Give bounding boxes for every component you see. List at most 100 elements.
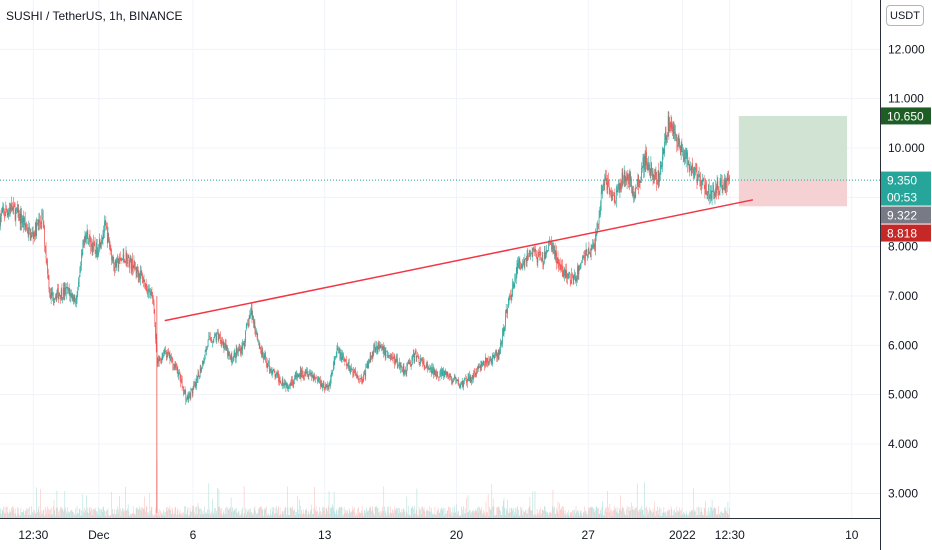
volume-bar [258,508,259,518]
volume-bar [567,512,568,518]
long-position-tool[interactable] [738,115,848,207]
candle-body [516,263,518,274]
volume-bar [62,508,63,518]
candle-body [598,217,600,225]
volume-bar [306,508,308,518]
volume-bar [346,512,347,518]
volume-bar [340,507,341,518]
candle-body [130,257,132,269]
volume-bar [503,498,505,518]
candle-body [318,378,320,380]
volume-bar [341,507,343,518]
volume-bar [212,513,214,518]
candle-body [248,323,249,327]
volume-bar [371,511,372,518]
drawings[interactable] [0,179,880,322]
price-label-target-text: 10.650 [887,109,924,123]
volume-bar [400,513,402,518]
candle-body [315,377,316,379]
volume-bar [650,510,652,518]
volume-bar [102,507,104,518]
volume-bar [725,506,727,518]
candle-body [131,258,133,269]
candle-body [121,260,122,261]
volume-bar [579,515,580,518]
volume-bar [508,512,509,518]
volume-bar [60,507,61,518]
volume-bar [29,515,31,518]
volume-bar [497,507,499,518]
candle-body [605,175,606,181]
volume-bar [639,511,641,518]
candle-body [721,179,722,181]
candle-body [592,244,594,247]
candle-body [533,247,534,251]
volume-bar [474,511,476,518]
candle-body [363,374,364,382]
volume-bar [490,509,491,518]
candle-body [263,355,264,360]
volume-bar [620,495,621,518]
volume-bar [177,508,179,518]
volume-bar [469,509,471,518]
volume-bar [243,515,244,518]
volume-bar [682,514,683,518]
volume-bar [489,507,490,518]
candle-body [642,157,644,167]
candle-body [401,366,403,370]
volume-bar [310,510,311,518]
volume-bar [478,506,480,518]
candle-body [108,233,110,240]
volume-bar [238,510,239,518]
currency-selector[interactable]: USDT [886,5,924,26]
candle-body [578,265,580,274]
volume-bar [502,506,503,518]
candle-body [310,372,311,374]
candle-body [567,273,569,275]
volume-bar [393,510,395,518]
volume-bar [310,509,312,518]
volume-bar [296,511,297,518]
candle-body [299,370,301,377]
candle-body [232,361,233,363]
candle-body [210,339,212,341]
candle-body [617,188,619,191]
candle-body [321,384,323,388]
volume-bar [212,498,213,518]
candle-body [308,374,310,377]
volume-bar [27,508,28,518]
candle-body [389,355,391,359]
volume-bar [32,514,34,518]
volume-bar [261,506,262,518]
candle-body [123,254,125,260]
volume-bar [189,507,191,518]
volume-bar [552,489,554,518]
candle-body [437,375,439,377]
candle-body [646,164,648,166]
volume-bar [253,513,254,518]
candle-body [184,390,185,395]
volume-bar [199,509,200,518]
candle-body [5,208,7,216]
candle-body [424,366,426,368]
volume-bar [495,515,496,518]
candle-body [690,168,691,171]
volume-bar [693,511,695,518]
candle-body [172,358,174,368]
candle-body [115,259,117,268]
candle-body [677,135,679,147]
candle-body [212,341,213,343]
volume-bar [55,507,57,518]
candle-body [548,241,549,251]
volume-bar [704,508,706,518]
candle-body [267,362,269,368]
candle-body [311,374,313,378]
candle-body [374,345,376,351]
volume-bar [108,515,110,518]
volume-bar [137,509,139,518]
candle-body [585,249,587,252]
volume-bar [78,509,80,518]
volume-bar [497,507,498,518]
volume-bar [23,509,25,518]
